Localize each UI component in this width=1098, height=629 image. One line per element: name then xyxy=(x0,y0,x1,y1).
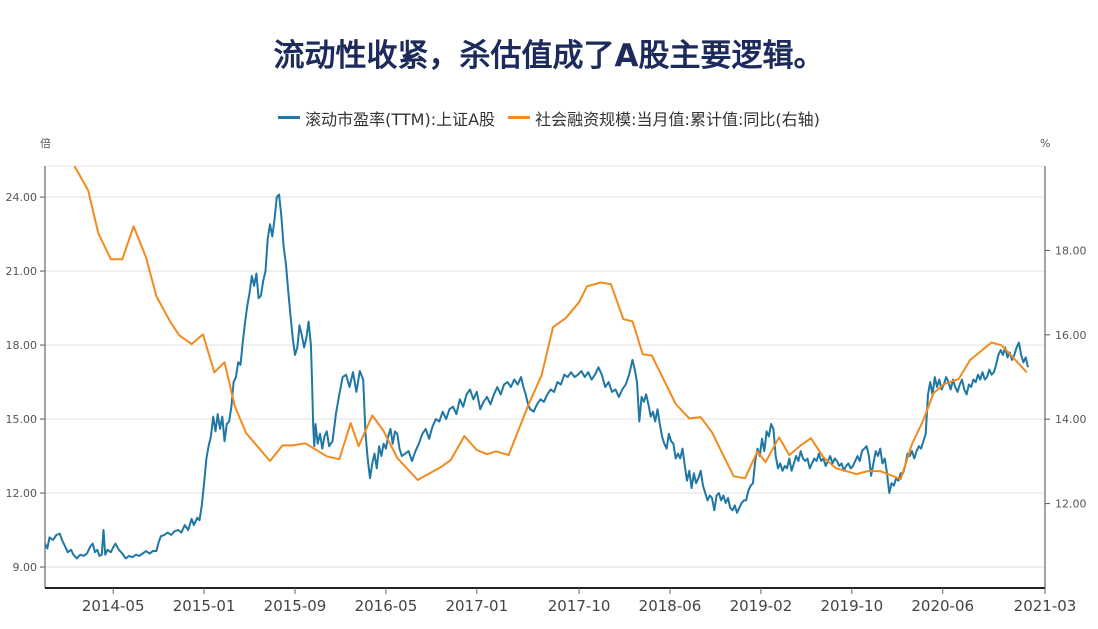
left-axis-tick-label: 9.00 xyxy=(13,561,38,574)
legend-swatch-tsf xyxy=(508,116,531,119)
right-axis-tick-label: 14.00 xyxy=(1055,413,1087,426)
x-axis-tick-label: 2015-01 xyxy=(173,597,236,615)
left-axis-tick-label: 18.00 xyxy=(6,339,38,352)
x-axis-tick-label: 2016-05 xyxy=(355,597,418,615)
legend-item-tsf[interactable]: 社会融资规模:当月值:累计值:同比(右轴) xyxy=(508,106,820,130)
axes-group: 9.00 12.00 15.00 18.00 21.00 24.00 12.00 14.00 1… xyxy=(6,166,1087,615)
legend-label-tsf: 社会融资规模:当月值:累计值:同比(右轴) xyxy=(535,109,820,129)
series-line-tsf-yoy xyxy=(73,166,1028,481)
legend-swatch-pe xyxy=(278,116,301,119)
x-axis-tick-label: 2019-10 xyxy=(820,597,883,615)
x-axis-tick-label: 2017-10 xyxy=(548,597,611,615)
series-group xyxy=(45,166,1029,560)
legend-label-pe: 滚动市盈率(TTM):上证A股 xyxy=(305,109,496,129)
x-axis-tick-label: 2021-03 xyxy=(1014,597,1077,615)
x-axis-tick-label: 2014-05 xyxy=(82,597,145,615)
right-axis-unit: % xyxy=(1040,137,1050,150)
right-axis-tick-label: 18.00 xyxy=(1055,244,1087,257)
left-axis-unit: 倍 xyxy=(40,136,51,150)
x-axis-tick-label: 2018-06 xyxy=(639,597,702,615)
x-axis-tick-label: 2020-06 xyxy=(911,597,974,615)
left-axis-tick-label: 15.00 xyxy=(6,413,38,426)
series-line-pe-ttm xyxy=(45,193,1029,560)
left-axis-tick-label: 24.00 xyxy=(6,191,38,204)
legend-item-pe[interactable]: 滚动市盈率(TTM):上证A股 xyxy=(278,106,495,130)
left-axis-tick-label: 12.00 xyxy=(6,487,38,500)
x-axis-tick-label: 2019-02 xyxy=(730,597,793,615)
x-axis-tick-label: 2015-09 xyxy=(264,597,327,615)
x-axis-tick-label: 2017-01 xyxy=(445,597,508,615)
right-axis-tick-label: 16.00 xyxy=(1055,329,1087,342)
right-axis-tick-label: 12.00 xyxy=(1055,498,1087,511)
legend: 滚动市盈率(TTM):上证A股 社会融资规模:当月值:累计值:同比(右轴) xyxy=(0,104,1098,130)
grid-lines xyxy=(45,165,1045,568)
chart-title: 流动性收紧，杀估值成了A股主要逻辑。 xyxy=(273,38,825,74)
left-axis-tick-label: 21.00 xyxy=(6,265,38,278)
